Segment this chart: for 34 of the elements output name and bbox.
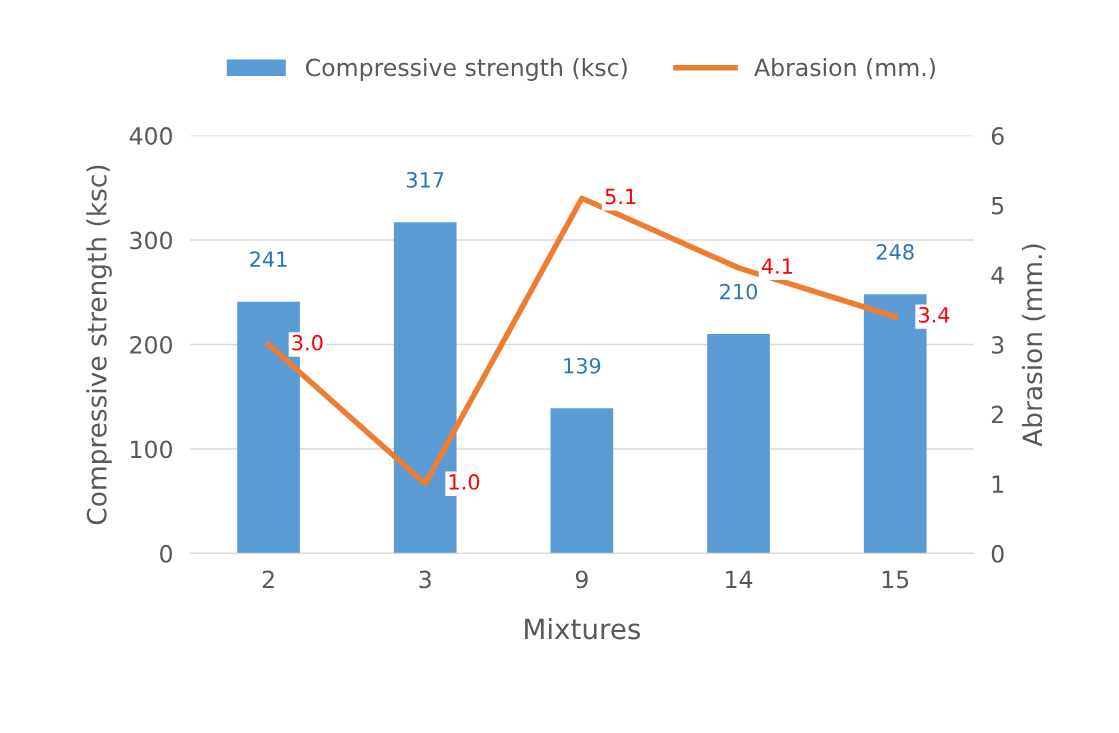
data-label: 139: [564, 357, 601, 374]
y-tick-label: 300: [130, 231, 172, 250]
y-tick-label: 200: [130, 335, 172, 354]
data-label: 210: [720, 283, 758, 300]
data-label: 3.0: [292, 334, 323, 351]
data-label: 241: [250, 251, 287, 267]
data-label: 3.4: [919, 306, 950, 323]
data-label: 4.1: [761, 258, 792, 274]
x-tick-label: 15: [882, 570, 909, 589]
bar: [707, 334, 770, 554]
y2-tick-label: 2: [991, 405, 1003, 424]
y-tick-label: 100: [131, 440, 172, 459]
y2-tick-label: 6: [991, 127, 1004, 145]
x-tick-label: 3: [419, 570, 431, 589]
data-label: 248: [876, 244, 914, 260]
y-tick-label: 400: [129, 127, 172, 145]
data-label: 317: [406, 171, 444, 188]
x-tick-label: 2: [262, 570, 274, 589]
data-label: 1.0: [449, 474, 480, 490]
y2-tick-label: 5: [992, 197, 1004, 215]
y2-tick-label: 0: [991, 544, 1004, 563]
y2-axis-title: Abrasion (mm.): [1021, 244, 1046, 447]
bar: [550, 408, 614, 554]
x-tick-label: 9: [575, 570, 588, 589]
y2-tick-label: 4: [991, 266, 1004, 284]
x-axis-title: Mixtures: [525, 617, 641, 640]
y-axis-title: Compressive strength (ksc): [86, 165, 112, 525]
legend-label: Compressive strength (ksc): [306, 58, 627, 81]
legend-label: Abrasion (mm.): [754, 58, 935, 80]
y2-tick-label: 1: [992, 475, 1004, 493]
y2-tick-label: 3: [992, 335, 1004, 354]
x-tick-label: 14: [726, 570, 753, 589]
data-label: 5.1: [605, 188, 636, 205]
y-tick-label: 0: [160, 544, 172, 563]
